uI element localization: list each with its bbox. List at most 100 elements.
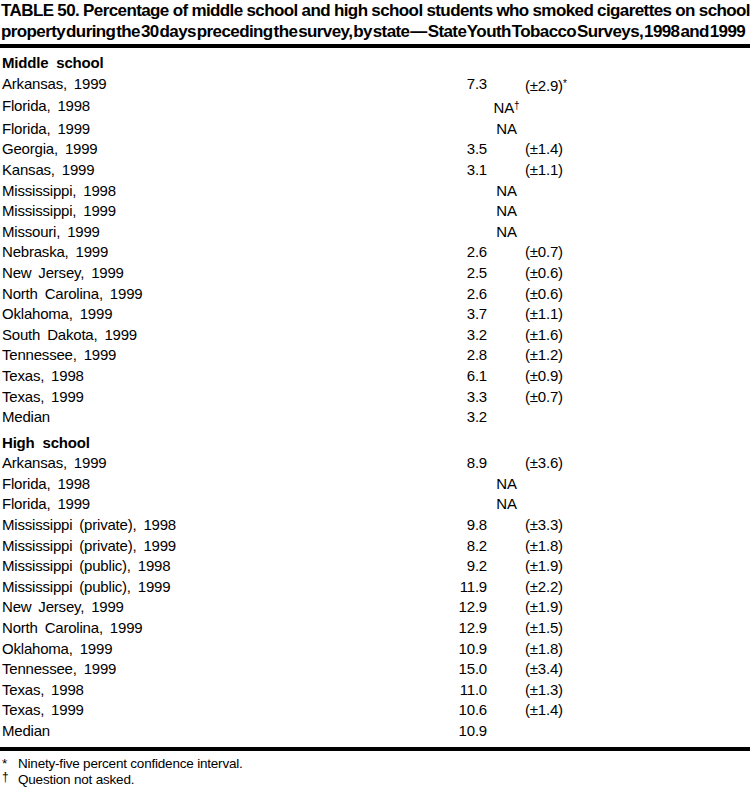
row-value: 12.9: [443, 597, 487, 618]
row-confidence-interval: (±0.6): [487, 284, 578, 305]
table-row: Oklahoma, 199910.9(±1.8): [2, 639, 750, 660]
row-label: Mississippi (private), 1999: [2, 536, 443, 557]
row-label: Missouri, 1999: [2, 222, 443, 243]
row-confidence-interval: (±1.1): [487, 160, 578, 181]
row-value: 3.2: [443, 407, 487, 428]
row-value: 7.3: [443, 74, 487, 97]
row-value: 10.9: [443, 721, 487, 742]
table-row: Mississippi (public), 19989.2(±1.9): [2, 556, 750, 577]
row-confidence-interval: (±3.3): [487, 515, 578, 536]
table-row: South Dakota, 19993.2(±1.6): [2, 325, 750, 346]
row-confidence-interval: (±1.8): [487, 639, 578, 660]
row-value-na: NA: [443, 181, 570, 202]
table-row: Arkansas, 19998.9(±3.6): [2, 453, 750, 474]
table-row: Nebraska, 19992.6(±0.7): [2, 242, 750, 263]
row-label: Mississippi, 1998: [2, 181, 443, 202]
row-value: 15.0: [443, 659, 487, 680]
row-label: North Carolina, 1999: [2, 284, 443, 305]
table-row: Tennessee, 199915.0(±3.4): [2, 659, 750, 680]
row-confidence-interval: (±1.3): [487, 680, 578, 701]
row-value: 3.2: [443, 325, 487, 346]
row-value-na: NA: [443, 494, 570, 515]
footnotes: *Ninety-five percent confidence interval…: [0, 751, 750, 789]
row-value: 2.5: [443, 263, 487, 284]
row-label: Oklahoma, 1999: [2, 639, 443, 660]
footnote-text: Ninety-five percent confidence interval.: [18, 756, 243, 771]
table-row: Texas, 199910.6(±1.4): [2, 700, 750, 721]
table-row: Oklahoma, 19993.7(±1.1): [2, 304, 750, 325]
row-confidence-interval: (±1.8): [487, 536, 578, 557]
table-row: New Jersey, 19992.5(±0.6): [2, 263, 750, 284]
table-row: Arkansas, 19997.3(±2.9)*: [2, 74, 750, 97]
row-label: Median: [2, 407, 443, 428]
table-row: Mississippi, 1998NA: [2, 181, 750, 202]
table-row: Georgia, 19993.5(±1.4): [2, 139, 750, 160]
table-body: Middle schoolArkansas, 19997.3(±2.9)*Flo…: [0, 48, 750, 742]
table-row: Mississippi (private), 19998.2(±1.8): [2, 536, 750, 557]
table-row: Median10.9: [2, 721, 750, 742]
table-section-high-school: High schoolArkansas, 19998.9(±3.6)Florid…: [2, 433, 750, 742]
row-confidence-interval: (±1.2): [487, 345, 578, 366]
row-value: 2.6: [443, 284, 487, 305]
row-label: Median: [2, 721, 443, 742]
row-value: 9.8: [443, 515, 487, 536]
document-page: TABLE 50. Percentage of middle school an…: [0, 0, 750, 804]
table-row: New Jersey, 199912.9(±1.9): [2, 597, 750, 618]
row-confidence-interval: (±1.5): [487, 618, 578, 639]
table-row: North Carolina, 199912.9(±1.5): [2, 618, 750, 639]
row-value: 3.1: [443, 160, 487, 181]
row-value: 8.9: [443, 453, 487, 474]
row-value: 2.6: [443, 242, 487, 263]
row-value: 6.1: [443, 366, 487, 387]
row-label: Mississippi, 1999: [2, 201, 443, 222]
row-label: Mississippi (private), 1998: [2, 515, 443, 536]
table-row: Tennessee, 19992.8(±1.2): [2, 345, 750, 366]
row-value-na: NA†: [443, 96, 570, 119]
row-label: Tennessee, 1999: [2, 659, 443, 680]
row-label: New Jersey, 1999: [2, 263, 443, 284]
table-row: Florida, 1998NA: [2, 474, 750, 495]
footnote: †Question not asked.: [2, 772, 750, 789]
row-value-na: NA: [443, 201, 570, 222]
row-label: Georgia, 1999: [2, 139, 443, 160]
table-title: TABLE 50. Percentage of middle school an…: [0, 0, 750, 42]
row-value: 2.8: [443, 345, 487, 366]
row-confidence-interval: (±1.9): [487, 597, 578, 618]
row-value: 11.9: [443, 577, 487, 598]
row-confidence-interval: (±0.9): [487, 366, 578, 387]
row-confidence-interval: (±3.4): [487, 659, 578, 680]
table-row: Texas, 19993.3(±0.7): [2, 387, 750, 408]
table-row: Mississippi (private), 19989.8(±3.3): [2, 515, 750, 536]
row-value: 3.3: [443, 387, 487, 408]
row-label: Florida, 1999: [2, 494, 443, 515]
section-header: High school: [2, 433, 750, 454]
row-label: Florida, 1998: [2, 96, 443, 119]
row-label: South Dakota, 1999: [2, 325, 443, 346]
footnote-marker: †: [2, 769, 18, 786]
row-value: 10.6: [443, 700, 487, 721]
row-value: 12.9: [443, 618, 487, 639]
row-value-na: NA: [443, 474, 570, 495]
table-row: Mississippi, 1999NA: [2, 201, 750, 222]
row-value: 3.7: [443, 304, 487, 325]
row-label: Arkansas, 1999: [2, 74, 443, 97]
row-confidence-interval: (±0.7): [487, 242, 578, 263]
table-row: Texas, 199811.0(±1.3): [2, 680, 750, 701]
row-label: Texas, 1999: [2, 700, 443, 721]
row-label: Florida, 1998: [2, 474, 443, 495]
row-value-na: NA: [443, 222, 570, 243]
section-header: Middle school: [2, 53, 750, 74]
table-row: Florida, 1998NA†: [2, 96, 750, 119]
row-label: Florida, 1999: [2, 119, 443, 140]
table-row: Florida, 1999NA: [2, 119, 750, 140]
row-label: North Carolina, 1999: [2, 618, 443, 639]
row-confidence-interval: [487, 721, 578, 742]
row-label: Texas, 1998: [2, 366, 443, 387]
row-confidence-interval: (±3.6): [487, 453, 578, 474]
row-value: 11.0: [443, 680, 487, 701]
row-value: 10.9: [443, 639, 487, 660]
row-confidence-interval: [487, 407, 578, 428]
table-row: Median3.2: [2, 407, 750, 428]
row-confidence-interval: (±1.9): [487, 556, 578, 577]
row-confidence-interval: (±0.7): [487, 387, 578, 408]
